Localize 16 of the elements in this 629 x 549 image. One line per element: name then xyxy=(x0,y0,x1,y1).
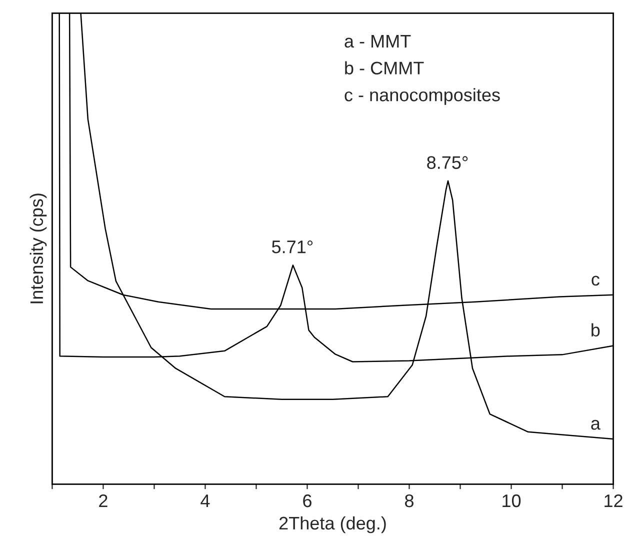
annotation: 5.71° xyxy=(272,240,313,254)
x-tick-label: 12 xyxy=(604,494,622,508)
annotation: a - MMT xyxy=(344,35,411,48)
annotation: 8.75° xyxy=(427,156,468,169)
series-label: b xyxy=(592,323,600,337)
series-label: a xyxy=(591,420,600,430)
y-axis-title: Intensity (cps) xyxy=(30,194,47,304)
x-tick-label: 8 xyxy=(405,494,414,508)
x-axis-title: 2Theta (deg.) xyxy=(279,516,386,534)
annotation: b - CMMT xyxy=(345,61,424,74)
annotation: c - nanocomposites xyxy=(344,88,500,105)
x-tick-label: 10 xyxy=(502,494,521,508)
x-tick-label: 2 xyxy=(99,494,108,508)
x-tick-label: 4 xyxy=(200,494,210,508)
series-label: c xyxy=(592,276,600,286)
x-tick-label: 6 xyxy=(303,494,312,508)
